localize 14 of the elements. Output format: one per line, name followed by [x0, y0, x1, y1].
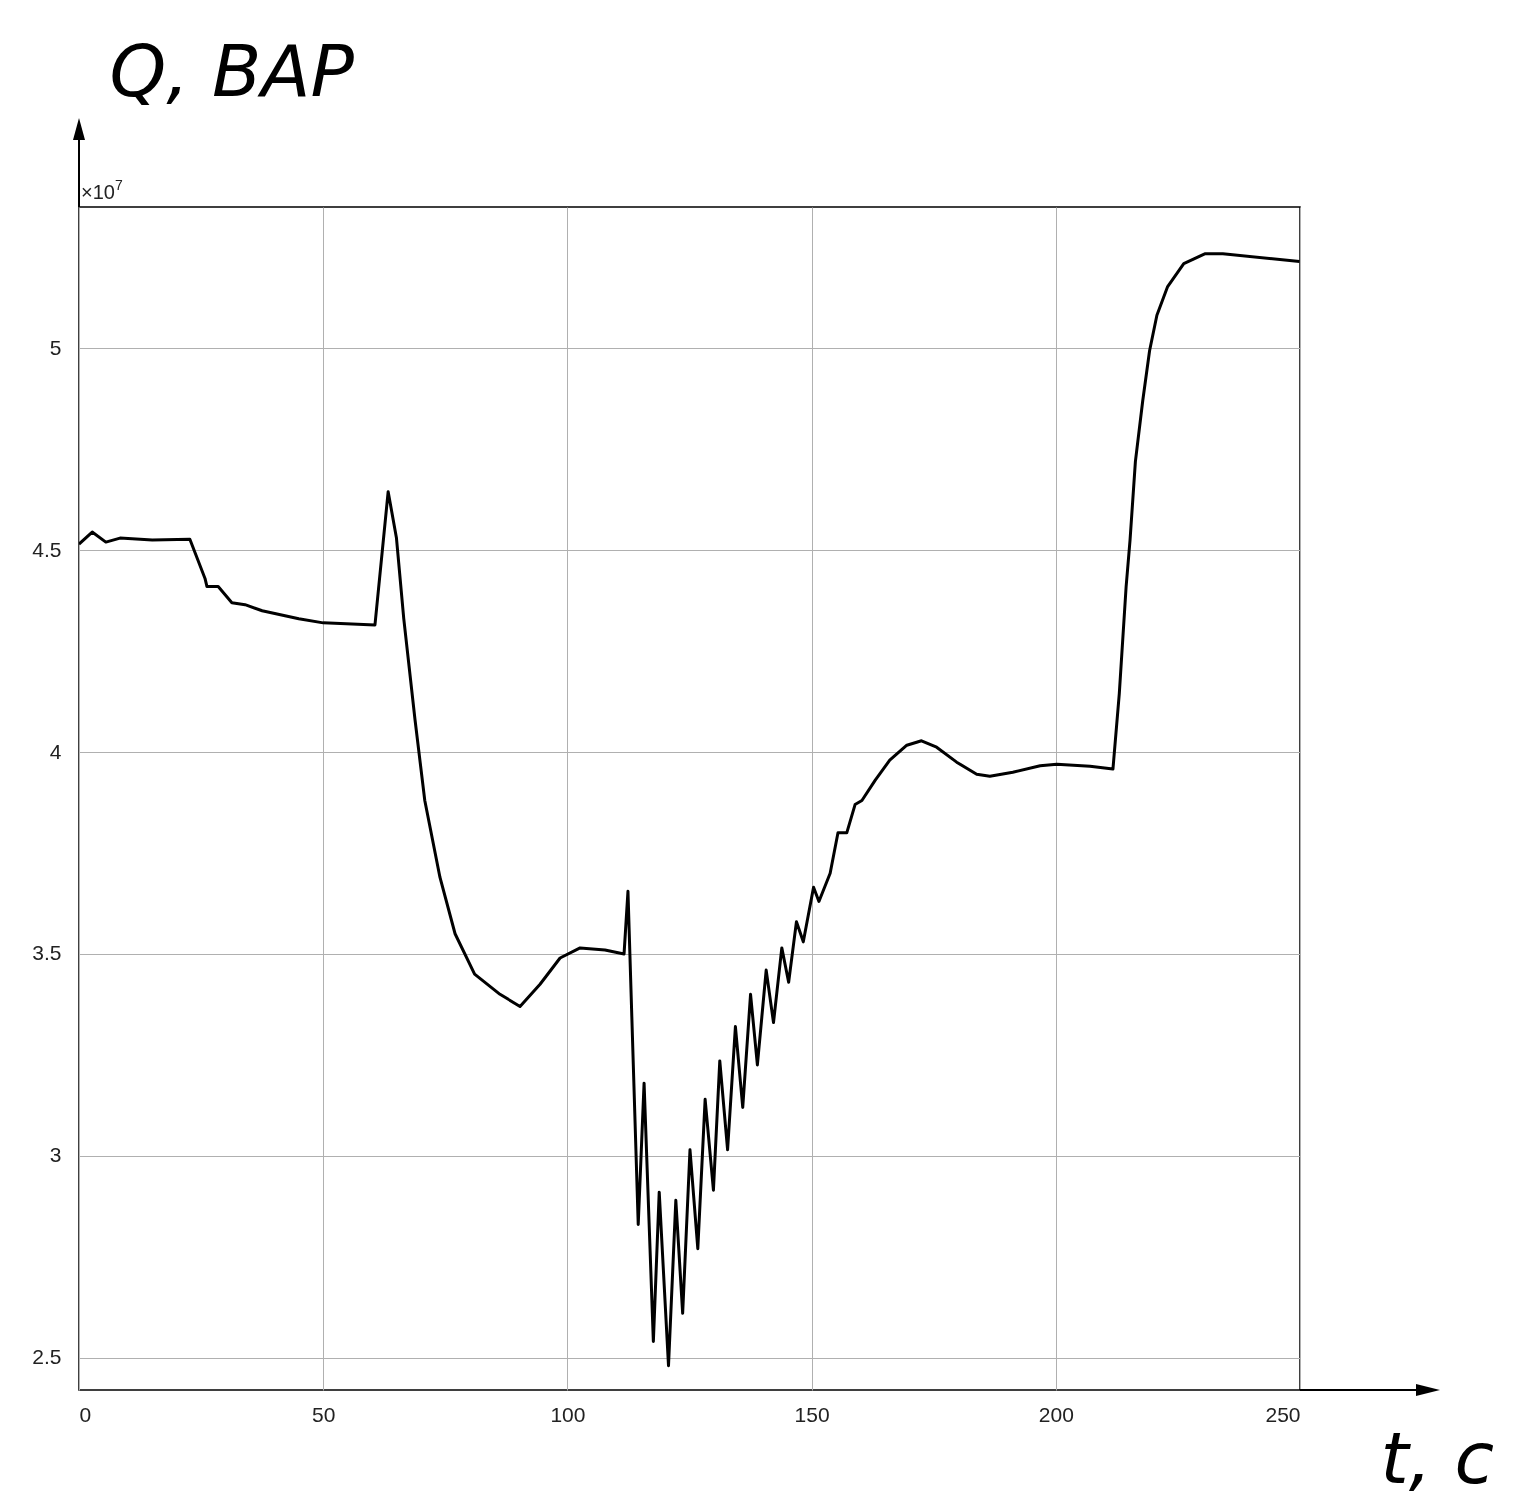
y-tick-label: 4: [49, 739, 62, 763]
y-tick-label: 2.5: [32, 1345, 62, 1369]
y-tick-label: 3.5: [32, 941, 62, 965]
x-tick-label: 100: [550, 1402, 586, 1426]
y-tick-label: 3: [49, 1143, 62, 1167]
x-tick-label: 200: [1038, 1402, 1074, 1426]
x-axis-title: t, с: [1380, 1415, 1495, 1498]
y-axis-title: Q, ВАР: [109, 28, 355, 113]
y-tick-label: 5: [49, 335, 62, 359]
x-tick-label: 150: [794, 1402, 830, 1426]
y-tick-label: 4.5: [32, 537, 62, 561]
x-tick-label: 0: [79, 1402, 92, 1426]
x-tick-label: 250: [1265, 1402, 1301, 1426]
x-tick-label: 50: [312, 1402, 336, 1426]
